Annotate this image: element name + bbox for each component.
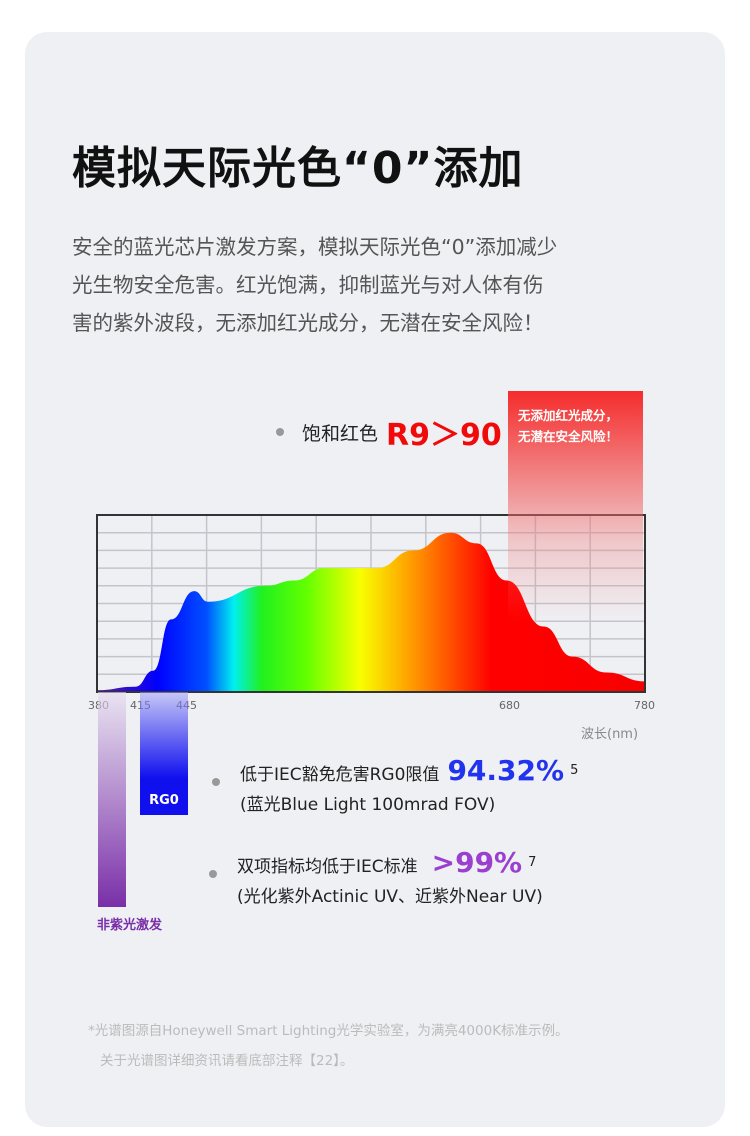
r9-label: 饱和红色 (302, 422, 379, 445)
red-note-line: 无潜在安全风险！ (518, 429, 619, 444)
item-value: 94.32% (447, 754, 565, 787)
footnote-line: *光谱图源自Honeywell Smart Lighting光学实验室，为满亮4… (88, 1023, 569, 1039)
x-axis-label: 波长(nm) (581, 727, 639, 742)
r9-value: R9＞90 (386, 418, 502, 453)
rg0-label: RG0 (149, 793, 179, 808)
description: 安全的蓝光芯片激发方案，模拟天际光色“0”添加减少 光生物安全危害。红光饱满，抑… (72, 228, 652, 342)
item-value: >99% (431, 846, 523, 879)
x-tick: 780 (634, 699, 655, 712)
footnote: *光谱图源自Honeywell Smart Lighting光学实验室，为满亮4… (88, 1016, 569, 1076)
uv-label: 非紫光激发 (97, 918, 163, 933)
bullet-icon (276, 428, 284, 436)
footnote-line: 关于光谱图详细资讯请看底部注释【22】。 (100, 1053, 354, 1069)
red-note-box: 无添加红光成分， 无潜在安全风险！ (508, 391, 643, 621)
rg0-band-bar: RG0 (140, 692, 188, 815)
red-note-line: 无添加红光成分， (518, 408, 619, 423)
bullet-icon (212, 778, 220, 786)
item-text: 低于IEC豁免危害RG0限值 (240, 765, 440, 785)
x-tick: 680 (499, 699, 520, 712)
page-title: 模拟天际光色“0”添加 (72, 143, 524, 194)
rg0-item: 低于IEC豁免危害RG0限值 94.32% 5 (蓝光Blue Light 100m… (212, 754, 579, 820)
uv-item: 双项指标均低于IEC标准 >99% 7 (光化紫外Actinic UV、近紫外Nea… (209, 846, 543, 912)
uv-band-bar (98, 692, 126, 907)
spectrum-area (97, 532, 645, 692)
footnote-ref: 7 (528, 855, 537, 870)
bullet-icon (209, 870, 217, 878)
item-text: 双项指标均低于IEC标准 (237, 857, 418, 877)
item-subtext: (蓝光Blue Light 100mrad FOV) (240, 795, 496, 815)
desc-line: 害的紫外波段，无添加红光成分，无潜在安全风险！ (72, 311, 544, 335)
r9-callout: 饱和红色 R9＞90 (276, 410, 502, 454)
plot-frame (96, 514, 646, 693)
footnote-ref: 5 (570, 763, 579, 778)
desc-line: 光生物安全危害。红光饱满，抑制蓝光与对人体有伤 (72, 273, 544, 297)
item-subtext: (光化紫外Actinic UV、近紫外Near UV) (237, 887, 543, 907)
desc-line: 安全的蓝光芯片激发方案，模拟天际光色“0”添加减少 (72, 235, 558, 259)
